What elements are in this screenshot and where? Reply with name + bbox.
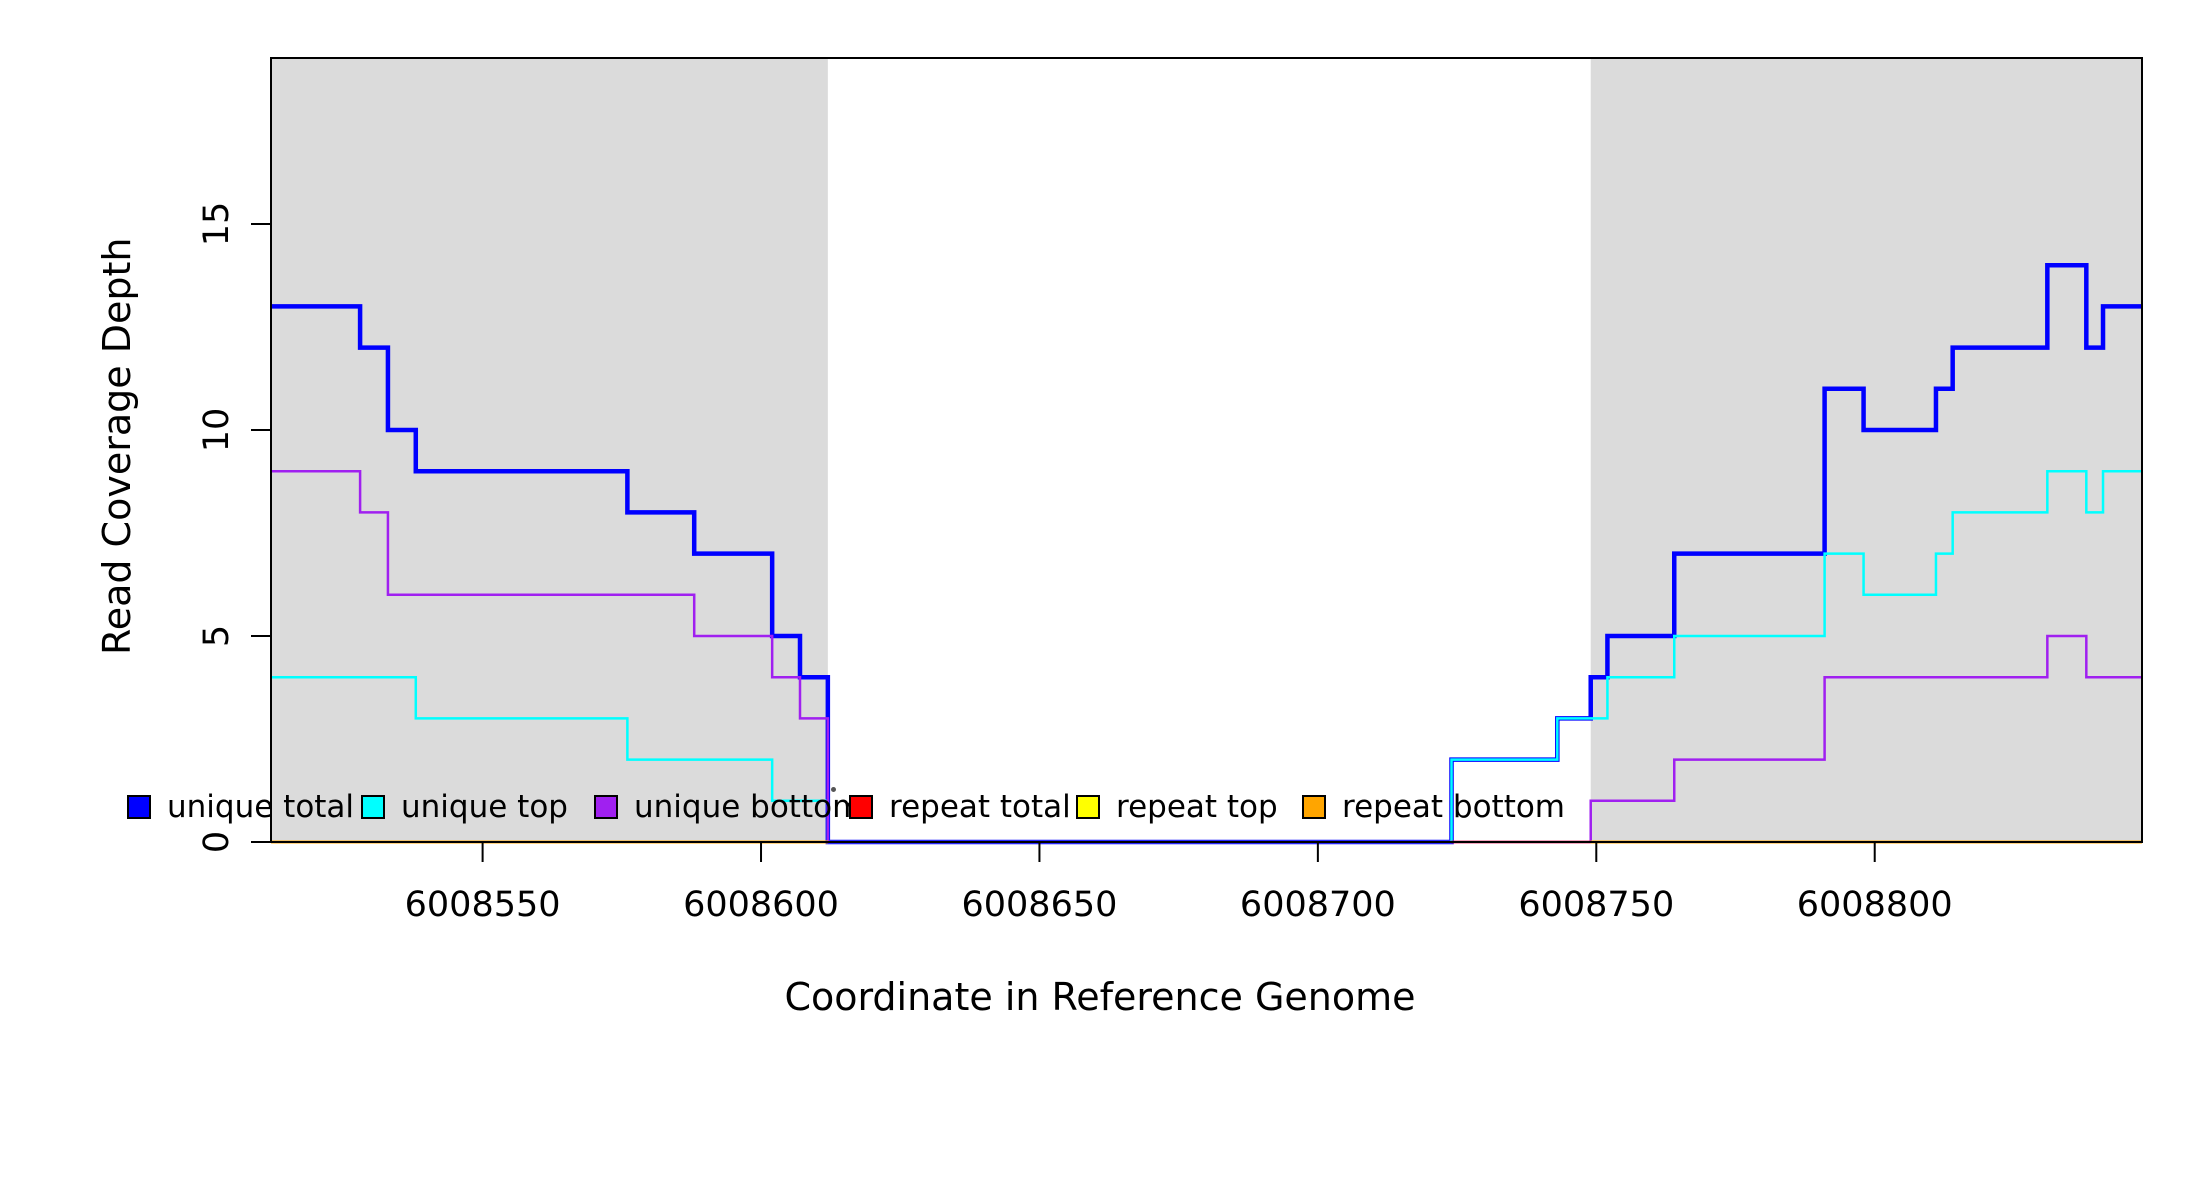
repeat-region-0: [271, 58, 828, 842]
plot-box: [270, 57, 2143, 843]
x-tick-label: 6008650: [962, 885, 1118, 925]
y-tick-label: 5: [197, 625, 237, 647]
x-tick-label: 6008550: [405, 885, 561, 925]
x-tick-label: 6008750: [1518, 885, 1674, 925]
x-axis-title: Coordinate in Reference Genome: [784, 975, 1416, 1019]
x-tick-label: 6008600: [683, 885, 839, 925]
repeat-region-1: [1590, 58, 2142, 842]
y-tick-label: 10: [197, 408, 237, 453]
stray-mark: [831, 787, 836, 792]
y-tick-label: 15: [197, 202, 237, 247]
x-tick-label: 6008800: [1797, 885, 1953, 925]
x-tick-label: 6008700: [1240, 885, 1396, 925]
series-unique-top-seg0: [271, 469, 2142, 844]
series-unique-bottom-seg0: [271, 469, 2142, 844]
y-axis-title: Read Coverage Depth: [95, 237, 139, 655]
y-tick-label: 0: [197, 831, 237, 853]
